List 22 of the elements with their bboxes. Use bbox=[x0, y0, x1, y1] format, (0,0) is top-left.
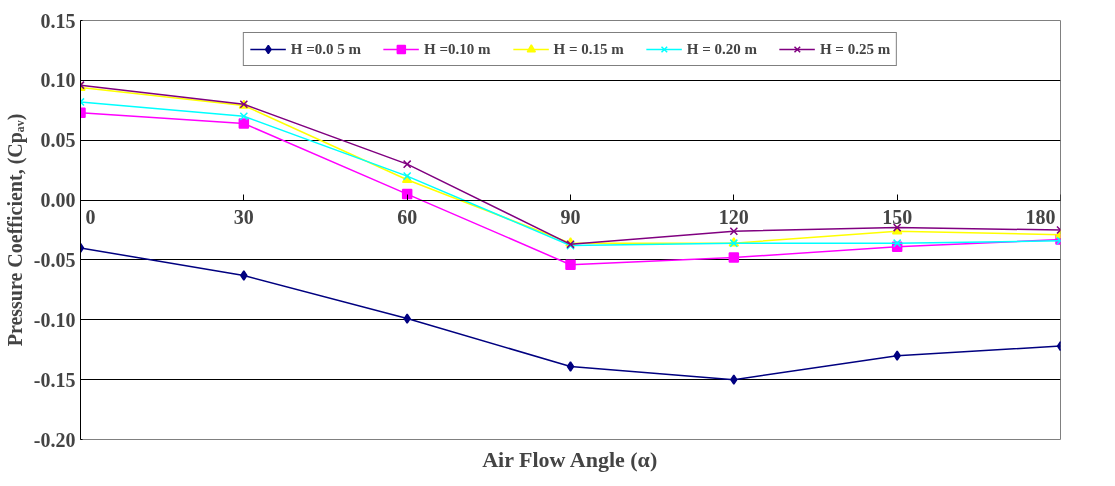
legend-label: H = 0.25 m bbox=[819, 40, 891, 58]
x-tick-label: 150 bbox=[882, 206, 913, 229]
x-tick-label: 0 bbox=[85, 206, 96, 229]
y-tick-label: -0.05 bbox=[33, 248, 76, 271]
y-tick-label: 0.15 bbox=[40, 9, 76, 32]
x-axis-title: Air Flow Angle (α) bbox=[482, 446, 658, 472]
legend-label: H =0.10 m bbox=[424, 40, 491, 58]
y-tick-label: 0.05 bbox=[40, 129, 76, 152]
x-tick-label: 30 bbox=[233, 206, 254, 229]
legend-label: H = 0.15 m bbox=[553, 40, 624, 58]
y-tick-label: -0.20 bbox=[33, 428, 76, 451]
y-tick-label: 0.00 bbox=[40, 189, 76, 212]
x-tick-label: 120 bbox=[718, 206, 749, 229]
x-tick-label: 90 bbox=[560, 206, 581, 229]
x-tick-label: 180 bbox=[1025, 206, 1056, 229]
x-tick-label: 60 bbox=[397, 206, 418, 229]
y-axis-title: Pressure Coefficient, (Cpₐᵥ) bbox=[3, 113, 27, 347]
y-tick-label: -0.15 bbox=[33, 368, 76, 391]
legend-label: H =0.0 5 m bbox=[290, 40, 362, 58]
y-tick-label: 0.10 bbox=[40, 69, 76, 92]
legend-label: H = 0.20 m bbox=[686, 40, 757, 58]
y-tick-label: -0.10 bbox=[33, 308, 76, 331]
